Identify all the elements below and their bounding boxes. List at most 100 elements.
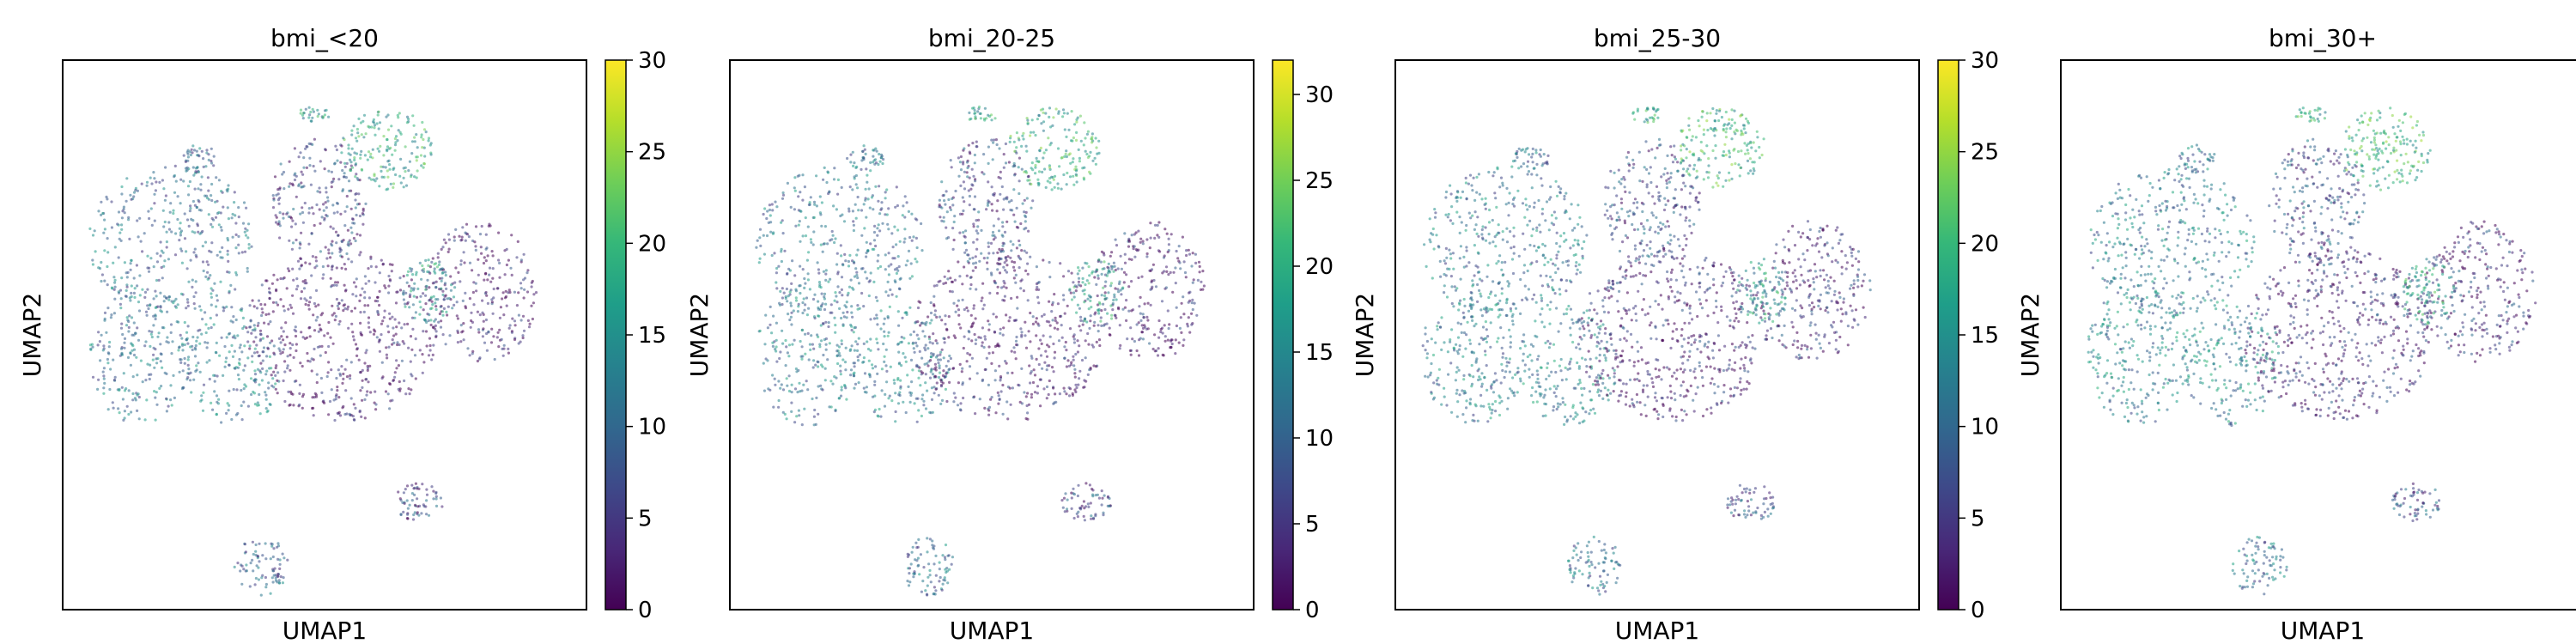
scatter-point — [195, 339, 198, 343]
scatter-point — [230, 343, 234, 347]
scatter-point — [407, 284, 411, 288]
scatter-point — [349, 161, 353, 164]
scatter-point — [193, 247, 197, 251]
scatter-point — [1012, 188, 1016, 191]
scatter-point — [261, 574, 264, 577]
scatter-point — [1071, 393, 1074, 397]
scatter-point — [291, 294, 295, 297]
colorbar-tick-label: 30 — [638, 48, 666, 74]
scatter-point — [887, 331, 890, 334]
scatter-point — [873, 380, 877, 383]
scatter-point — [342, 304, 345, 307]
scatter-point — [756, 239, 759, 242]
scatter-point — [276, 192, 280, 196]
scatter-point — [854, 267, 858, 270]
scatter-point — [1026, 392, 1030, 395]
scatter-point — [279, 276, 283, 281]
scatter-point — [421, 146, 424, 149]
scatter-point — [416, 169, 419, 173]
scatter-point — [1545, 274, 1548, 277]
scatter-point — [264, 407, 268, 410]
scatter-point — [848, 210, 851, 213]
scatter-point — [246, 356, 250, 360]
scatter-point — [355, 203, 360, 206]
scatter-point — [987, 405, 992, 409]
scatter-point — [1066, 171, 1069, 175]
scatter-point — [909, 393, 913, 397]
scatter-point — [428, 265, 432, 269]
scatter-point — [1514, 307, 1518, 310]
scatter-point — [819, 324, 823, 327]
scatter-point — [974, 255, 977, 258]
scatter-point — [899, 276, 902, 280]
scatter-point — [295, 343, 298, 346]
scatter-point — [1477, 234, 1480, 238]
scatter-point — [434, 330, 438, 333]
scatter-point — [1662, 255, 1665, 258]
scatter-point — [285, 287, 289, 290]
scatter-point — [277, 202, 281, 205]
scatter-point — [1091, 270, 1095, 273]
scatter-point — [1462, 265, 1466, 269]
scatter-point — [343, 263, 346, 266]
scatter-point — [372, 332, 376, 336]
scatter-point — [1087, 505, 1091, 509]
scatter-point — [1156, 223, 1159, 227]
scatter-point — [788, 318, 792, 322]
scatter-point — [313, 329, 317, 332]
scatter-point — [1029, 311, 1032, 315]
scatter-point — [313, 347, 316, 351]
scatter-point — [323, 167, 326, 171]
scatter-point — [1127, 309, 1131, 313]
scatter-point — [1048, 115, 1051, 118]
scatter-point — [402, 275, 405, 278]
scatter-point — [978, 112, 981, 115]
scatter-point — [116, 222, 119, 226]
scatter-point — [227, 409, 230, 412]
scatter-point — [1123, 261, 1127, 264]
scatter-point — [1065, 507, 1069, 511]
scatter-point — [1042, 313, 1046, 316]
scatter-point — [184, 167, 188, 170]
scatter-point — [362, 310, 366, 313]
scatter-point — [934, 589, 938, 592]
scatter-point — [289, 368, 292, 372]
scatter-point — [1104, 280, 1108, 283]
scatter-point — [440, 505, 444, 508]
scatter-point — [233, 565, 236, 569]
scatter-point — [909, 358, 914, 361]
scatter-point — [335, 297, 338, 301]
scatter-point — [891, 246, 895, 249]
scatter-point — [819, 305, 823, 308]
scatter-point — [1037, 347, 1041, 350]
scatter-point — [437, 320, 440, 324]
scatter-point — [264, 393, 268, 397]
scatter-point — [422, 162, 426, 166]
scatter-point — [883, 335, 886, 338]
scatter-point — [1012, 213, 1016, 216]
scatter-point — [199, 188, 203, 191]
scatter-point — [952, 400, 956, 404]
scatter-point — [349, 207, 353, 210]
scatter-point — [355, 213, 358, 217]
scatter-point — [1121, 307, 1125, 311]
scatter-point — [108, 340, 112, 344]
scatter-point — [887, 207, 890, 210]
scatter-point — [135, 264, 138, 267]
scatter-point — [996, 199, 999, 203]
scatter-point — [300, 290, 303, 294]
scatter-point — [428, 286, 431, 289]
scatter-point — [212, 155, 216, 158]
scatter-point — [313, 169, 317, 173]
scatter-point — [908, 572, 911, 575]
scatter-point — [270, 384, 274, 387]
scatter-point — [1505, 240, 1510, 244]
scatter-point — [438, 260, 441, 264]
scatter-point — [410, 152, 414, 155]
scatter-point — [808, 203, 811, 206]
scatter-point — [1180, 301, 1183, 305]
scatter-point — [844, 368, 848, 372]
scatter-point — [189, 204, 192, 208]
scatter-point — [302, 112, 306, 115]
scatter-point — [404, 305, 407, 308]
